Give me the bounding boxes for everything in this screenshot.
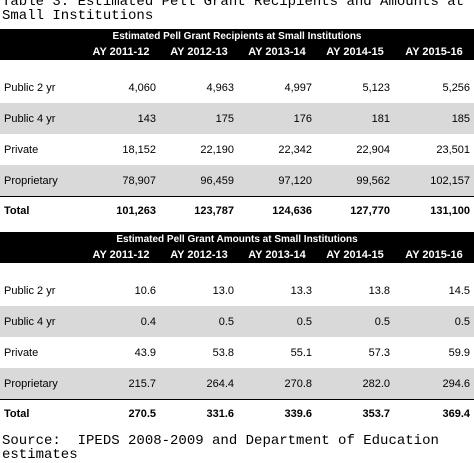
column-header: AY 2014-15	[316, 246, 394, 263]
cell: 57.3	[368, 346, 390, 359]
total-cell: 124,636	[238, 196, 316, 225]
cell: 5,256	[442, 81, 471, 94]
table-row: Public 4 yr 143 175 176 181 185	[0, 103, 474, 134]
cell: 175	[160, 103, 238, 134]
cell: 4,060	[128, 81, 156, 94]
column-header: AY 2011-12	[82, 43, 160, 60]
cell: 22,904	[356, 143, 390, 156]
column-header: AY 2015-16	[394, 43, 474, 60]
row-label-header	[0, 43, 82, 60]
cell: 18,152	[122, 143, 156, 156]
total-cell: 339.6	[238, 399, 316, 428]
total-cell: 331.6	[160, 399, 238, 428]
total-cell: 369.4	[394, 399, 474, 428]
column-header: AY 2013-14	[238, 246, 316, 263]
cell: 53.8	[212, 346, 234, 359]
column-header: AY 2012-13	[160, 43, 238, 60]
table-title-row: Estimated Pell Grant Amounts at Small In…	[0, 232, 474, 246]
row-label: Proprietary	[0, 368, 82, 400]
table-row: Private 18,152 22,190 22,342 22,904 23,5…	[0, 134, 474, 165]
row-label-header	[0, 246, 82, 263]
recipients-table: Estimated Pell Grant Recipients at Small…	[0, 29, 474, 225]
total-cell: 131,100	[394, 196, 474, 225]
cell: 78,907	[82, 165, 160, 197]
cell: 43.9	[134, 346, 156, 359]
column-header: AY 2013-14	[238, 43, 316, 60]
row-label: Public 2 yr	[4, 81, 56, 94]
table-row: Private 43.9 53.8 55.1 57.3 59.9	[0, 337, 474, 368]
cell: 185	[394, 103, 474, 134]
cell: 13.8	[368, 284, 390, 297]
table-row: Public 2 yr 10.6 13.0 13.3 13.8 14.5	[0, 275, 474, 306]
row-label: Public 2 yr	[4, 284, 56, 297]
total-cell: 127,770	[316, 196, 394, 225]
amounts-table: Estimated Pell Grant Amounts at Small In…	[0, 232, 474, 428]
total-cell: 353.7	[316, 399, 394, 428]
cell: 176	[238, 103, 316, 134]
column-header: AY 2015-16	[394, 246, 474, 263]
cell: 181	[316, 103, 394, 134]
cell: 282.0	[316, 368, 394, 400]
cell: 10.6	[134, 284, 156, 297]
row-label: Proprietary	[0, 165, 82, 197]
cell: 14.5	[448, 284, 471, 297]
cell: 22,342	[278, 143, 312, 156]
cell: 59.9	[448, 346, 471, 359]
cell: 22,190	[200, 143, 234, 156]
cell: 215.7	[82, 368, 160, 400]
cell: 4,963	[206, 81, 234, 94]
row-label: Public 4 yr	[0, 103, 82, 134]
total-cell: 123,787	[160, 196, 238, 225]
cell: 0.5	[316, 306, 394, 337]
total-label: Total	[0, 399, 82, 428]
table-caption: Table 3: Estimated Pell Grant Recipients…	[2, 0, 465, 24]
total-row: Total 101,263 123,787 124,636 127,770 13…	[0, 196, 474, 225]
total-cell: 101,263	[82, 196, 160, 225]
cell: 0.5	[160, 306, 238, 337]
cell: 97,120	[238, 165, 316, 197]
table-title: Estimated Pell Grant Recipients at Small…	[0, 29, 474, 43]
cell: 99,562	[316, 165, 394, 197]
table-row: Proprietary 215.7 264.4 270.8 282.0 294.…	[0, 368, 474, 400]
cell: 294.6	[394, 368, 474, 400]
cell: 13.3	[290, 284, 312, 297]
column-header: AY 2012-13	[160, 246, 238, 263]
row-label: Private	[4, 346, 39, 359]
table-row: Public 4 yr 0.4 0.5 0.5 0.5 0.5	[0, 306, 474, 337]
cell: 143	[82, 103, 160, 134]
cell: 55.1	[290, 346, 312, 359]
cell: 13.0	[212, 284, 234, 297]
table-row: Public 2 yr 4,060 4,963 4,997 5,123 5,25…	[0, 72, 474, 103]
cell: 23,501	[436, 143, 471, 156]
column-header: AY 2011-12	[82, 246, 160, 263]
row-label: Private	[4, 143, 39, 156]
column-header-row: AY 2011-12 AY 2012-13 AY 2013-14 AY 2014…	[0, 246, 474, 263]
source-note: Source: IPEDS 2008-2009 and Department o…	[2, 433, 439, 463]
table-title-row: Estimated Pell Grant Recipients at Small…	[0, 29, 474, 43]
total-row: Total 270.5 331.6 339.6 353.7 369.4	[0, 399, 474, 428]
total-label: Total	[0, 196, 82, 225]
cell: 0.5	[238, 306, 316, 337]
column-header-row: AY 2011-12 AY 2012-13 AY 2013-14 AY 2014…	[0, 43, 474, 60]
table-row: Proprietary 78,907 96,459 97,120 99,562 …	[0, 165, 474, 197]
cell: 0.4	[82, 306, 160, 337]
column-header: AY 2014-15	[316, 43, 394, 60]
cell: 264.4	[160, 368, 238, 400]
cell: 4,997	[284, 81, 312, 94]
cell: 5,123	[362, 81, 390, 94]
total-cell: 270.5	[82, 399, 160, 428]
cell: 270.8	[238, 368, 316, 400]
cell: 102,157	[394, 165, 474, 197]
row-label: Public 4 yr	[0, 306, 82, 337]
cell: 0.5	[394, 306, 474, 337]
table-title: Estimated Pell Grant Amounts at Small In…	[0, 232, 474, 246]
cell: 96,459	[160, 165, 238, 197]
